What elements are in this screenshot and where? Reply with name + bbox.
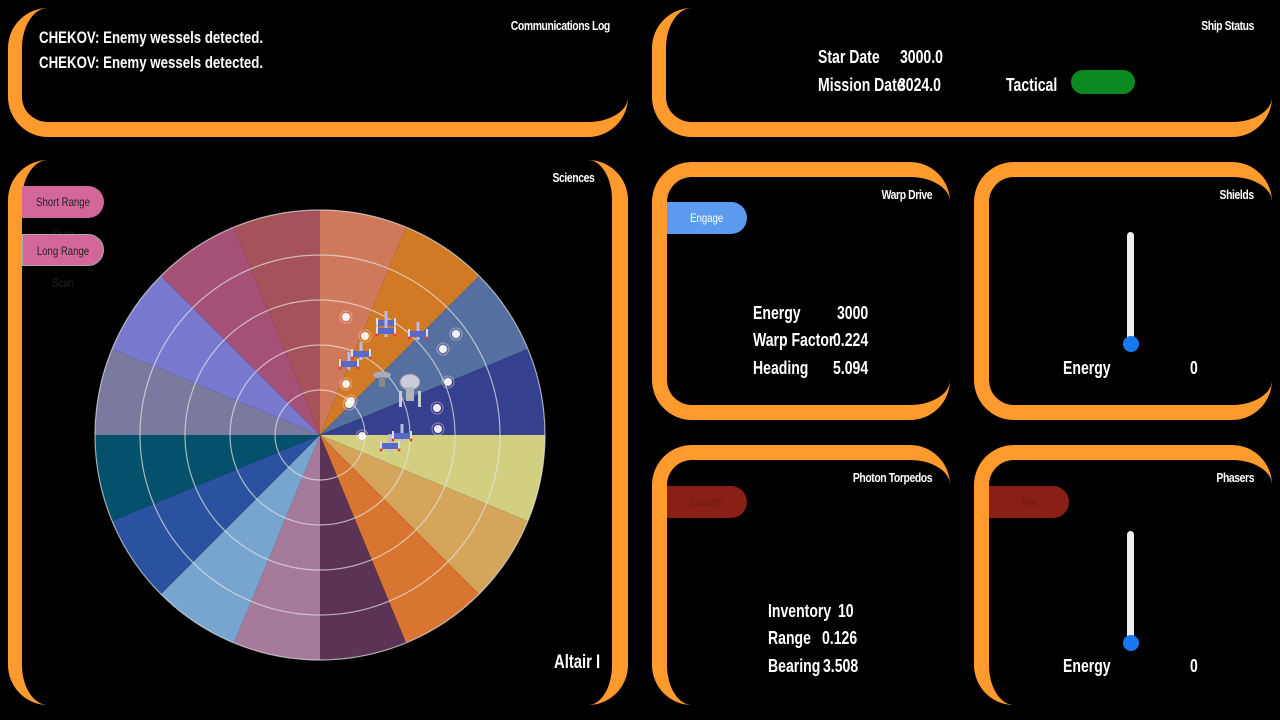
sciences-panel: Sciences Short Range Scan Long Range Sca…	[8, 160, 628, 705]
slider-handle[interactable]	[1122, 635, 1139, 651]
star-glow	[358, 329, 372, 343]
enemy-ship-icon[interactable]	[350, 342, 372, 360]
star-marker[interactable]	[361, 332, 369, 340]
enemy-ship-icon[interactable]	[338, 352, 360, 370]
communications-log-panel: Communications Log CHEKOV: Enemy wessels…	[8, 8, 628, 137]
energy-label: Energy	[1063, 656, 1111, 676]
energy-value: 3000	[837, 303, 869, 323]
enemy-ship-icon[interactable]	[375, 319, 397, 337]
photon-torpedos-panel: Photon Torpedos Launch Inventory 10 Rang…	[652, 445, 950, 705]
shields-panel: Shields Energy 0	[974, 162, 1272, 420]
phasers-panel: Phasers Fire Energy 0	[974, 445, 1272, 705]
star-marker[interactable]	[342, 380, 350, 388]
star-glow	[441, 375, 455, 389]
radar-sector[interactable]	[320, 435, 528, 595]
mission-date-label: Mission Date	[818, 75, 905, 95]
warp-factor-label: Warp Factor	[753, 330, 835, 350]
phasers-energy-slider[interactable]	[1122, 531, 1139, 651]
star-date-label: Star Date	[818, 47, 880, 67]
log-message: CHEKOV: Enemy wessels detected.	[39, 53, 264, 72]
radar-sector[interactable]	[160, 435, 320, 643]
bearing-label: Bearing	[768, 656, 821, 676]
radar-ring	[184, 299, 456, 571]
radar-ring	[94, 209, 546, 661]
energy-value: 0	[1190, 358, 1198, 378]
inventory-label: Inventory	[768, 601, 832, 621]
mission-date-value: 3024.0	[898, 75, 941, 95]
radar-sector[interactable]	[320, 435, 407, 660]
panel-title: Ship Status	[1201, 18, 1254, 33]
star-marker[interactable]	[434, 425, 442, 433]
radar-sector[interactable]	[320, 435, 545, 522]
panel-title: Phasers	[1216, 470, 1254, 485]
enemy-ship-icon[interactable]	[391, 424, 413, 442]
panel-title: Shields	[1219, 187, 1255, 202]
radar-sector[interactable]	[233, 435, 320, 660]
star-marker[interactable]	[444, 378, 452, 386]
panel-title: Photon Torpedos	[852, 470, 933, 485]
engage-button[interactable]: Engage	[667, 202, 747, 234]
radar-sector[interactable]	[320, 275, 528, 435]
launch-button[interactable]: Launch	[667, 486, 747, 518]
tactical-toggle[interactable]	[1071, 70, 1135, 94]
star-marker[interactable]	[452, 330, 460, 338]
ship-status-panel: Ship Status Star Date 3000.0 Mission Dat…	[652, 8, 1272, 137]
star-glow	[449, 327, 463, 341]
slider-handle[interactable]	[1122, 336, 1139, 352]
radar-sector[interactable]	[320, 348, 545, 435]
star-date-value: 3000.0	[900, 47, 943, 67]
star-glow	[436, 342, 450, 356]
radar-sector[interactable]	[112, 435, 320, 595]
energy-value: 0	[1190, 656, 1198, 676]
panel-title: Warp Drive	[881, 187, 932, 202]
player-ship-icon[interactable]	[399, 373, 421, 407]
radar-sector[interactable]	[320, 227, 480, 435]
radar-sector[interactable]	[95, 348, 320, 435]
radar-sector[interactable]	[233, 210, 320, 435]
range-value: 0.126	[822, 628, 858, 648]
warp-factor-value: 0.224	[833, 330, 869, 350]
star-marker[interactable]	[358, 432, 366, 440]
radar-sector[interactable]	[160, 227, 320, 435]
star-marker[interactable]	[342, 313, 350, 321]
fire-button[interactable]: Fire	[989, 486, 1069, 518]
star-marker[interactable]	[439, 345, 447, 353]
short-range-scan-button[interactable]: Short Range Scan	[22, 186, 104, 241]
star-marker[interactable]	[433, 404, 441, 412]
star-glow	[339, 310, 353, 324]
heading-value: 5.094	[833, 358, 869, 378]
enemy-ship-icon[interactable]	[379, 434, 401, 452]
heading-label: Heading	[753, 358, 809, 378]
radar-sector[interactable]	[320, 435, 480, 643]
bearing-value: 3.508	[823, 656, 859, 676]
location-label: Altair I	[553, 652, 600, 673]
radar-sector[interactable]	[320, 210, 407, 435]
radar-sector[interactable]	[95, 435, 320, 522]
panel-title: Sciences	[552, 170, 594, 185]
shields-energy-slider[interactable]	[1122, 232, 1139, 352]
inventory-value: 10	[838, 601, 854, 621]
tactical-label: Tactical	[1006, 75, 1058, 95]
energy-label: Energy	[1063, 358, 1111, 378]
star-glow	[339, 377, 353, 391]
range-label: Range	[768, 628, 811, 648]
star-glow	[342, 397, 356, 411]
radar-sector[interactable]	[112, 275, 320, 435]
log-message: CHEKOV: Enemy wessels detected.	[39, 28, 264, 47]
warp-drive-panel: Warp Drive Engage Energy 3000 Warp Facto…	[652, 162, 950, 420]
radar-ring	[139, 254, 501, 616]
star-marker[interactable]	[345, 400, 353, 408]
enemy-ship-icon[interactable]	[407, 322, 429, 340]
starbase-icon[interactable]	[373, 371, 391, 388]
star-glow	[355, 429, 369, 443]
energy-label: Energy	[753, 303, 801, 323]
star-glow	[431, 422, 445, 436]
star-glow	[430, 401, 444, 415]
scan-radar[interactable]	[93, 208, 547, 662]
panel-title: Communications Log	[510, 18, 611, 33]
long-range-scan-button[interactable]: Long Range Scan	[22, 234, 104, 290]
